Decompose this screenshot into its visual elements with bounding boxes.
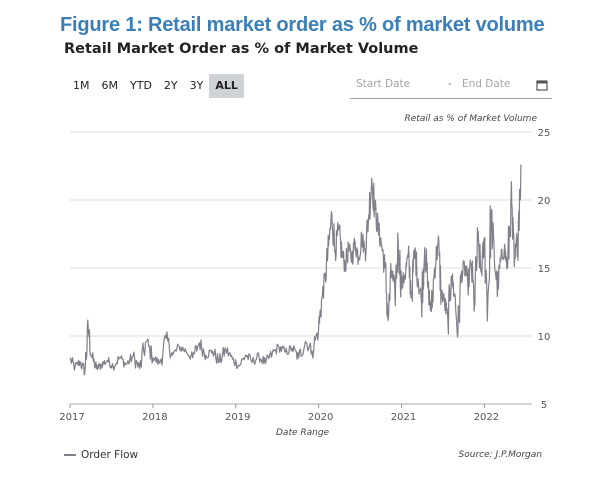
x-tick-label: 2019 [225, 412, 250, 423]
y-tick-label: 15 [538, 264, 551, 275]
date-separator: - [448, 78, 452, 90]
range-3y-button[interactable]: 3Y [189, 79, 204, 92]
chart-title: Retail Market Order as % of Market Volum… [64, 41, 419, 57]
y-tick-label: 25 [538, 128, 551, 139]
y-axis-title: Retail as % of Market Volume [404, 114, 537, 124]
y-tick-label: 5 [541, 400, 547, 411]
range-ytd-button[interactable]: YTD [130, 79, 152, 92]
order-flow-series-line [69, 164, 522, 376]
range-selector: 1M 6M YTD 2Y 3Y ALL [67, 74, 244, 98]
range-all-button[interactable]: ALL [209, 74, 244, 98]
x-tick-label: 2018 [142, 412, 167, 423]
range-2y-button[interactable]: 2Y [163, 79, 178, 92]
figure-title: Figure 1: Retail market order as % of ma… [60, 14, 545, 36]
legend-swatch [64, 454, 76, 456]
start-date-input[interactable]: Start Date [356, 78, 411, 90]
calendar-icon[interactable] [536, 79, 548, 91]
end-date-input[interactable]: End Date [462, 78, 511, 90]
x-tick-label: 2020 [308, 412, 333, 423]
legend-label: Order Flow [81, 449, 139, 461]
range-6m-button[interactable]: 6M [101, 79, 119, 92]
x-tick-label: 2017 [59, 412, 84, 423]
x-tick-label: 2021 [391, 412, 416, 423]
y-tick-label: 10 [538, 332, 551, 343]
y-tick-label: 20 [538, 196, 551, 207]
source-note: Source: J.P.Morgan [458, 450, 542, 460]
range-1m-button[interactable]: 1M [73, 79, 90, 92]
legend[interactable]: Order Flow [64, 449, 138, 461]
x-axis-title: Date Range [276, 428, 330, 438]
date-range-filter: Start Date - End Date [350, 76, 552, 99]
x-tick-label: 2022 [474, 412, 499, 423]
